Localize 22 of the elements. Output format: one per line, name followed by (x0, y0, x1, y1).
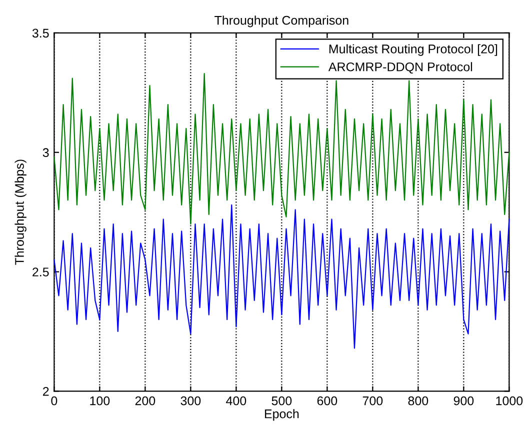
line-series (54, 204, 510, 349)
y-tick-label: 2 (42, 386, 49, 396)
y-tick-label: 3.5 (32, 28, 49, 38)
x-tick-label: 400 (226, 396, 246, 406)
x-tick-label: 200 (135, 396, 156, 406)
y-tick-label: 3 (42, 148, 49, 158)
x-tick-label: 0 (51, 396, 58, 406)
y-axis-title: Throughput (Mbps) (14, 160, 26, 265)
x-tick-label: 300 (180, 396, 201, 406)
x-tick-label: 1000 (496, 396, 523, 406)
x-axis-title: Epoch (264, 409, 299, 421)
x-tick-label: 900 (454, 396, 474, 406)
legend-label: ARCMRP-DDQN Protocol (328, 62, 472, 74)
y-tick-label: 2.5 (32, 268, 49, 276)
line-series (54, 73, 510, 225)
x-tick-label: 100 (90, 396, 110, 406)
x-tick-label: 500 (272, 396, 292, 406)
x-tick-label: 700 (362, 396, 383, 406)
legend-label: Multicast Routing Protocol [20] (329, 44, 498, 56)
x-tick-label: 600 (317, 396, 338, 406)
x-tick-label: 800 (408, 396, 428, 406)
chart-title: Throughput Comparison (214, 16, 348, 28)
